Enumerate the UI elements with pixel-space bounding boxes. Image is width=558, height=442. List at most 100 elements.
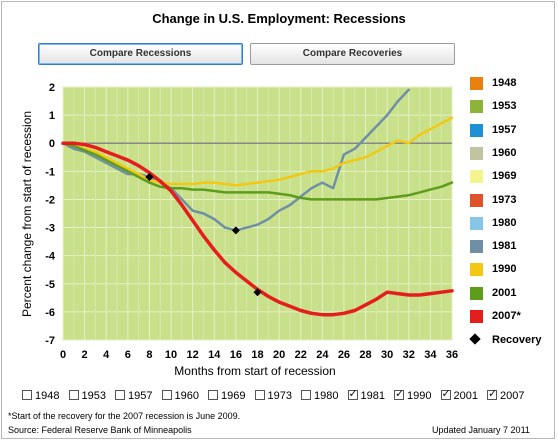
y-tick-label: -2 bbox=[45, 194, 55, 206]
legend-swatch bbox=[470, 193, 483, 207]
legend-swatch bbox=[470, 146, 483, 160]
y-axis-label: Percent change from start of recession bbox=[20, 111, 34, 317]
y-tick-label: 1 bbox=[49, 110, 55, 122]
y-tick-label: 0 bbox=[49, 138, 55, 150]
checkbox-box[interactable] bbox=[394, 387, 404, 400]
recovery-marker-2001 bbox=[145, 172, 154, 181]
checkbox-box[interactable] bbox=[22, 390, 32, 400]
x-tick-label: 26 bbox=[338, 349, 350, 361]
checkbox-1981[interactable]: 1981 bbox=[347, 387, 385, 403]
x-tick-label: 0 bbox=[60, 349, 66, 361]
legend-swatch bbox=[470, 170, 483, 184]
legend-swatch bbox=[470, 310, 483, 323]
checkbox-label: 1973 bbox=[267, 390, 292, 402]
y-tick-label: -4 bbox=[45, 251, 56, 263]
legend-label: 2007* bbox=[492, 310, 521, 322]
x-tick-label: 20 bbox=[273, 349, 285, 361]
legend-swatch bbox=[470, 123, 483, 137]
legend-label: 1953 bbox=[492, 100, 517, 113]
legend-swatch bbox=[470, 286, 483, 300]
x-tick-label: 2 bbox=[82, 349, 88, 361]
series-checkbox-row: 1948 1953 1957 1960 1969 1973 1980 1981 1990 2001… bbox=[0, 387, 558, 404]
legend-swatch bbox=[470, 216, 483, 230]
x-tick-label: 12 bbox=[187, 349, 199, 361]
checkbox-label: 1953 bbox=[81, 390, 106, 402]
legend-label: 1980 bbox=[492, 216, 517, 229]
page-title: Change in U.S. Employment: Recessions bbox=[152, 11, 406, 26]
x-tick-label: 28 bbox=[359, 349, 371, 361]
y-tick-label: 2 bbox=[49, 82, 55, 94]
checkbox-label: 2007 bbox=[500, 390, 525, 402]
x-tick-label: 6 bbox=[125, 349, 131, 361]
updated-note: Updated January 7 2011 bbox=[432, 425, 530, 435]
checkbox-box[interactable] bbox=[347, 387, 358, 400]
checkbox-label: 1960 bbox=[174, 390, 199, 402]
checkbox-2001[interactable]: 2001 bbox=[440, 387, 478, 403]
x-tick-label: 22 bbox=[295, 349, 307, 361]
checkbox-label: 1981 bbox=[360, 390, 385, 402]
legend-label: 1981 bbox=[492, 240, 517, 253]
x-tick-label: 10 bbox=[165, 349, 177, 361]
checkbox-label: 1980 bbox=[314, 390, 339, 402]
checkbox-box[interactable] bbox=[301, 390, 311, 400]
legend-label: 1973 bbox=[492, 193, 517, 206]
checkbox-box[interactable] bbox=[68, 390, 79, 400]
x-axis-label: Months from start of recession bbox=[174, 364, 335, 378]
checkbox-1957[interactable]: 1957 bbox=[115, 390, 152, 403]
legend-label: Recovery bbox=[492, 334, 542, 347]
compare-recessions-button[interactable]: Compare Recessions bbox=[38, 43, 243, 65]
legend-swatch bbox=[470, 263, 483, 277]
checkbox-label: 1969 bbox=[221, 390, 246, 402]
checkbox-label: 1990 bbox=[407, 390, 432, 402]
x-tick-label: 24 bbox=[316, 349, 329, 361]
checkbox-1948[interactable]: 1948 bbox=[22, 390, 59, 403]
legend-label: 1969 bbox=[492, 170, 517, 183]
y-tick-label: -7 bbox=[45, 335, 55, 347]
checkbox-1969[interactable]: 1969 bbox=[208, 390, 245, 403]
x-tick-label: 36 bbox=[446, 349, 458, 361]
recovery-marker-2007 bbox=[253, 288, 262, 297]
series-line-2001 bbox=[61, 141, 454, 201]
legend-swatch bbox=[470, 77, 483, 90]
x-tick-label: 4 bbox=[103, 349, 110, 361]
x-tick-label: 14 bbox=[208, 349, 221, 361]
x-tick-label: 30 bbox=[381, 349, 393, 361]
x-tick-label: 18 bbox=[251, 349, 263, 361]
compare-recoveries-button[interactable]: Compare Recoveries bbox=[250, 43, 455, 65]
legend-label: 1990 bbox=[492, 263, 517, 276]
y-tick-label: -3 bbox=[45, 223, 55, 235]
y-tick-label: -1 bbox=[45, 166, 55, 178]
checkbox-label: 1957 bbox=[128, 390, 153, 402]
series-line-1990 bbox=[61, 116, 454, 187]
x-tick-label: 34 bbox=[424, 349, 437, 361]
legend-swatch bbox=[470, 240, 483, 254]
checkbox-box[interactable] bbox=[487, 387, 497, 400]
legend-label: 1948 bbox=[492, 77, 517, 89]
checkbox-label: 2001 bbox=[453, 390, 478, 402]
checkbox-2007[interactable]: 2007 bbox=[487, 387, 525, 403]
x-tick-label: 8 bbox=[146, 349, 152, 361]
x-tick-label: 16 bbox=[230, 349, 242, 361]
legend-label: 1957 bbox=[492, 123, 517, 136]
checkbox-box[interactable] bbox=[440, 387, 451, 400]
checkbox-1973[interactable]: 1973 bbox=[254, 390, 292, 403]
checkbox-1990[interactable]: 1990 bbox=[394, 387, 432, 403]
footnote: *Start of the recovery for the 2007 rece… bbox=[8, 411, 241, 421]
checkbox-1980[interactable]: 1980 bbox=[301, 390, 338, 403]
checkbox-1960[interactable]: 1960 bbox=[161, 390, 199, 403]
recovery-marker-1981 bbox=[231, 226, 240, 235]
checkbox-box[interactable] bbox=[161, 390, 172, 400]
legend-label: 1960 bbox=[492, 146, 517, 159]
checkbox-box[interactable] bbox=[115, 390, 125, 400]
y-tick-label: -6 bbox=[45, 307, 55, 319]
checkbox-box[interactable] bbox=[254, 390, 265, 400]
checkbox-box[interactable] bbox=[208, 390, 218, 400]
source-note: Source: Federal Reserve Bank of Minneapo… bbox=[8, 425, 192, 435]
y-tick-label: -5 bbox=[45, 279, 55, 291]
checkbox-1953[interactable]: 1953 bbox=[68, 390, 106, 403]
legend-label: 2001 bbox=[492, 286, 517, 299]
legend-swatch bbox=[470, 100, 483, 114]
x-tick-label: 32 bbox=[403, 349, 415, 361]
checkbox-label: 1948 bbox=[35, 390, 60, 402]
